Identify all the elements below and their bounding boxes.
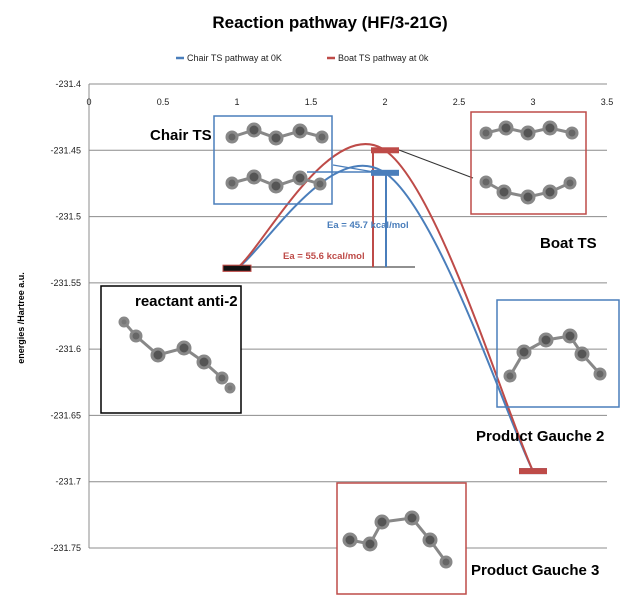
legend-label-boat: Boat TS pathway at 0k — [338, 53, 429, 63]
x-tick-label: 3 — [530, 97, 535, 107]
y-tick-label: -231.45 — [50, 145, 81, 155]
energy-level-marker — [371, 169, 399, 176]
connectors — [307, 149, 474, 179]
y-tick-label: -231.7 — [55, 477, 81, 487]
reactant-molecule-icon — [118, 316, 236, 394]
x-tick-label: 1.5 — [305, 97, 318, 107]
y-tick-label: -231.5 — [55, 212, 81, 222]
y-tick-label: -231.65 — [50, 410, 81, 420]
energy-level-marker — [519, 468, 547, 475]
product-g2-molecule-icon — [503, 328, 607, 383]
series-line-chair — [236, 164, 534, 472]
x-tick-label: 2.5 — [453, 97, 466, 107]
product-gauche-2-box — [496, 299, 620, 408]
product-gauche-3-box — [336, 482, 467, 595]
chair-connector-2 — [332, 164, 375, 173]
x-tick-label: 3.5 — [601, 97, 614, 107]
chart-title: Reaction pathway (HF/3-21G) — [212, 13, 447, 32]
legend-label-chair: Chair TS pathway at 0K — [187, 53, 282, 63]
y-tick-label: -231.55 — [50, 278, 81, 288]
boat-molecule-icon — [479, 120, 579, 205]
reactant-label: reactant anti-2 — [135, 293, 238, 310]
product-g3-molecule-icon — [342, 510, 453, 569]
ea-boat-label: Ea = 55.6 kcal/mol — [283, 251, 365, 262]
ea-guides: Ea = 45.7 kcal/mol Ea = 55.6 kcal/mol — [240, 151, 415, 268]
y-axis-label: energies /Hartree a.u. — [16, 272, 26, 364]
x-tick-label: 1 — [234, 97, 239, 107]
x-tick-label: 0.5 — [157, 97, 170, 107]
y-tick-label: -231.75 — [50, 543, 81, 553]
x-tick-label: 2 — [382, 97, 387, 107]
ea-chair-label: Ea = 45.7 kcal/mol — [327, 220, 409, 231]
product-gauche-3-label: Product Gauche 3 — [471, 562, 599, 579]
energy-level-marker — [222, 264, 252, 272]
reactant-box — [100, 285, 242, 414]
energy-levels — [222, 147, 547, 475]
y-tick-labels: -231.4 -231.45 -231.5 -231.55 -231.6 -231.65 -… — [50, 79, 81, 553]
chair-ts-label: Chair TS — [150, 127, 212, 144]
product-gauche-2-label: Product Gauche 2 — [476, 428, 604, 445]
energy-level-marker — [371, 147, 399, 154]
chair-ts-box — [213, 115, 333, 205]
boat-connector — [398, 149, 474, 179]
series-layer — [236, 143, 534, 472]
chair-molecule-icon — [225, 122, 329, 194]
x-tick-label: 0 — [86, 97, 91, 107]
y-tick-label: -231.4 — [55, 79, 81, 89]
boat-ts-label: Boat TS — [540, 235, 597, 252]
series-line-boat — [236, 143, 534, 472]
boat-ts-box — [470, 111, 587, 215]
y-tick-label: -231.6 — [55, 344, 81, 354]
x-tick-labels: 0 0.5 1 1.5 2 2.5 3 3.5 — [86, 97, 613, 107]
legend: Chair TS pathway at 0K Boat TS pathway a… — [176, 53, 429, 63]
